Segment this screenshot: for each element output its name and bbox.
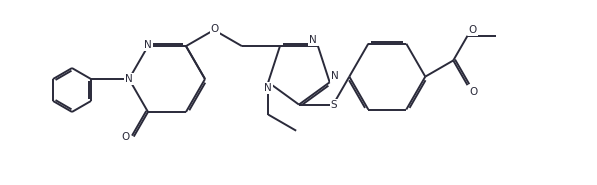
Text: N: N: [331, 71, 338, 81]
Text: O: O: [122, 132, 130, 142]
Text: N: N: [264, 83, 272, 93]
Text: S: S: [331, 100, 337, 110]
Text: N: N: [125, 74, 133, 84]
Text: O: O: [211, 24, 219, 34]
Text: O: O: [469, 25, 477, 35]
Text: O: O: [469, 87, 478, 97]
Text: N: N: [309, 35, 317, 45]
Text: N: N: [144, 40, 152, 50]
